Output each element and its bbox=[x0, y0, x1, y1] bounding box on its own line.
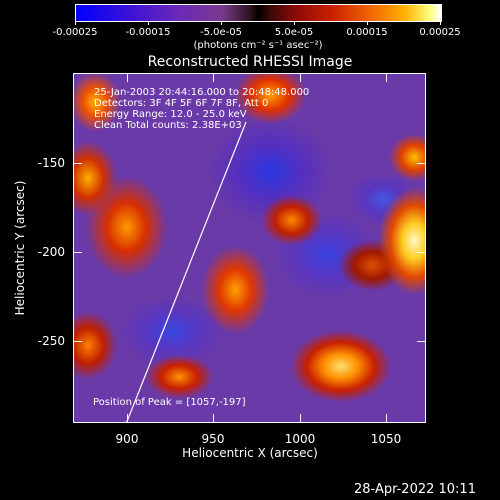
x-tick bbox=[213, 414, 214, 422]
info-energy-range: Energy Range: 12.0 - 25.0 keV bbox=[94, 109, 247, 120]
y-tick bbox=[417, 341, 425, 342]
colorbar-tick-label: 0.00015 bbox=[346, 27, 388, 38]
x-tick-label: 900 bbox=[115, 432, 139, 446]
colorbar-tick bbox=[294, 21, 295, 25]
y-tick bbox=[74, 163, 82, 164]
info-total-counts: Clean Total counts: 2.38E+03 bbox=[94, 120, 242, 131]
solar-limb-line bbox=[126, 121, 247, 422]
x-tick bbox=[300, 414, 301, 422]
colorbar-tick bbox=[221, 21, 222, 25]
y-tick bbox=[74, 252, 82, 253]
colorbar-tick bbox=[440, 21, 441, 25]
colorbar-tick bbox=[75, 21, 76, 25]
colorbar-tick-label: 5.0e-05 bbox=[274, 27, 314, 38]
x-tick bbox=[127, 74, 128, 82]
x-tick-label: 1050 bbox=[370, 432, 402, 446]
info-time-range: 25-Jan-2003 20:44:16.000 to 20:48:48.000 bbox=[94, 87, 310, 98]
info-detectors: Detectors: 3F 4F 5F 6F 7F 8F, Att 0 bbox=[94, 98, 269, 109]
x-tick bbox=[386, 414, 387, 422]
colorbar-units: (photons cm⁻² s⁻¹ asec⁻²) bbox=[193, 40, 323, 51]
rhessi-image bbox=[73, 73, 426, 423]
x-tick bbox=[213, 74, 214, 82]
colorbar-tick-label: -0.00025 bbox=[52, 27, 98, 38]
colorbar bbox=[75, 4, 442, 22]
render-timestamp: 28-Apr-2022 10:11 bbox=[354, 482, 476, 497]
x-tick bbox=[386, 74, 387, 82]
colorbar-tick-label: 0.00025 bbox=[419, 27, 461, 38]
y-tick-label: -200 bbox=[37, 245, 65, 259]
colorbar-tick-label: -0.00015 bbox=[125, 27, 171, 38]
plot-title: Reconstructed RHESSI Image bbox=[147, 54, 353, 70]
y-axis-title: Heliocentric Y (arcsec) bbox=[13, 180, 27, 316]
colorbar-tick bbox=[148, 21, 149, 25]
x-tick-label: 950 bbox=[201, 432, 225, 446]
peak-position: Position of Peak = [1057,-197] bbox=[93, 397, 246, 408]
y-tick bbox=[74, 341, 82, 342]
y-tick bbox=[417, 252, 425, 253]
observation-info: 25-Jan-2003 20:44:16.000 to 20:48:48.000… bbox=[94, 87, 309, 131]
x-tick bbox=[300, 74, 301, 82]
colorbar-tick-label: -5.0e-05 bbox=[200, 27, 242, 38]
y-tick-label: -250 bbox=[37, 334, 65, 348]
y-tick bbox=[417, 163, 425, 164]
colorbar-tick bbox=[367, 21, 368, 25]
y-tick-label: -150 bbox=[37, 156, 65, 170]
x-tick bbox=[127, 414, 128, 422]
x-tick-label: 1000 bbox=[284, 432, 316, 446]
x-axis-title: Heliocentric X (arcsec) bbox=[182, 446, 318, 460]
